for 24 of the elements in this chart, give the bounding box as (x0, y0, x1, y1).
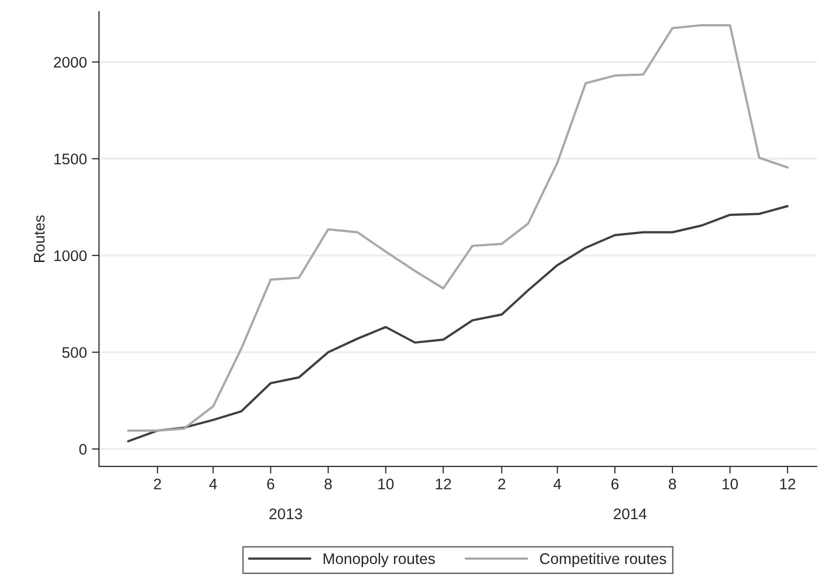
x-tick-label: 10 (722, 478, 738, 490)
legend-label: Monopoly routes (324, 552, 435, 568)
x-tick-label: 12 (780, 478, 796, 490)
x-tick-label: 8 (324, 478, 332, 490)
y-tick-label: 1500 (54, 154, 87, 164)
y-axis-title: Routes (34, 215, 45, 262)
x-tick-label: 4 (553, 478, 562, 490)
legend-label: Competitive routes (540, 552, 666, 568)
x-tick-label: 10 (378, 478, 394, 490)
text: 2013 (270, 508, 302, 520)
x-tick-label: 2 (498, 478, 506, 490)
y-tick-label: 1000 (54, 250, 87, 262)
x-tick-label: 2 (154, 478, 161, 490)
x-tick-label: 12 (436, 478, 451, 490)
x-tick-label: 6 (611, 478, 618, 490)
line-series (127, 205, 789, 442)
x-tick-label: 8 (668, 478, 676, 490)
x-tick-label: 4 (209, 478, 217, 490)
x-tick-label: 6 (267, 478, 274, 490)
line-series (127, 24, 789, 432)
y-tick-label: 2000 (54, 56, 87, 68)
text: 2014 (614, 508, 647, 520)
y-tick-label: 500 (62, 347, 87, 358)
y-tick-label: 0 (79, 444, 87, 455)
